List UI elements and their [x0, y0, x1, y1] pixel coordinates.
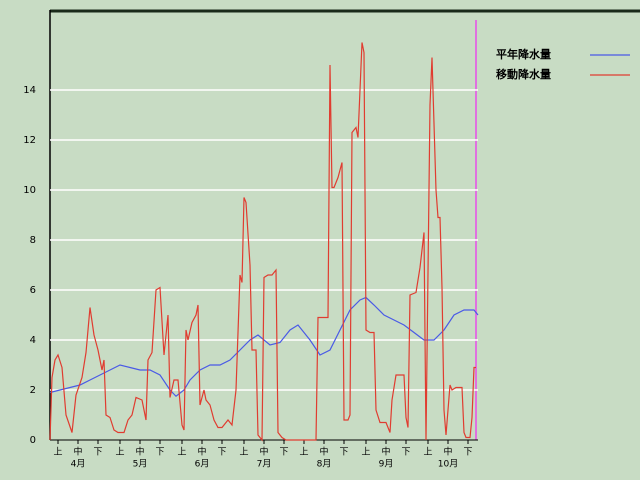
legend-label: 移動降水量	[496, 67, 551, 81]
x-tick-label: 下	[217, 448, 226, 458]
month-label: 8月	[317, 459, 332, 470]
series-line	[49, 42, 476, 442]
x-tick-label: 中	[443, 446, 452, 458]
y-tick-label: 6	[30, 285, 36, 296]
month-label: 7月	[257, 459, 272, 470]
month-label: 4月	[71, 459, 86, 470]
month-label: 5月	[133, 459, 148, 470]
y-tick-label: 12	[23, 135, 36, 146]
x-tick-label: 下	[279, 448, 288, 458]
legend-label: 平年降水量	[496, 47, 551, 61]
y-tick-label: 2	[30, 385, 36, 396]
x-tick-label: 中	[135, 446, 144, 458]
x-tick-label: 上	[423, 447, 432, 458]
x-tick-label: 下	[93, 448, 102, 458]
x-tick-label: 上	[177, 447, 186, 458]
x-tick-label: 下	[155, 448, 164, 458]
x-tick-label: 上	[299, 447, 308, 458]
x-tick-label: 中	[381, 446, 390, 458]
x-tick-label: 上	[53, 447, 62, 458]
x-tick-label: 上	[361, 447, 370, 458]
month-label: 9月	[379, 459, 394, 470]
x-tick-label: 中	[197, 446, 206, 458]
x-tick-label: 上	[115, 447, 124, 458]
x-tick-label: 下	[339, 448, 348, 458]
y-tick-label: 10	[23, 185, 36, 196]
x-tick-label: 中	[73, 446, 82, 458]
y-tick-label: 14	[23, 85, 36, 96]
x-tick-label: 下	[463, 448, 472, 458]
x-tick-label: 中	[319, 446, 328, 458]
x-tick-label: 中	[259, 446, 268, 458]
month-label: 10月	[438, 459, 458, 470]
y-tick-label: 0	[30, 435, 36, 446]
y-tick-label: 4	[30, 335, 36, 346]
y-tick-label: 8	[30, 235, 36, 246]
x-tick-label: 上	[239, 447, 248, 458]
month-label: 6月	[195, 459, 210, 470]
x-tick-label: 下	[401, 448, 410, 458]
